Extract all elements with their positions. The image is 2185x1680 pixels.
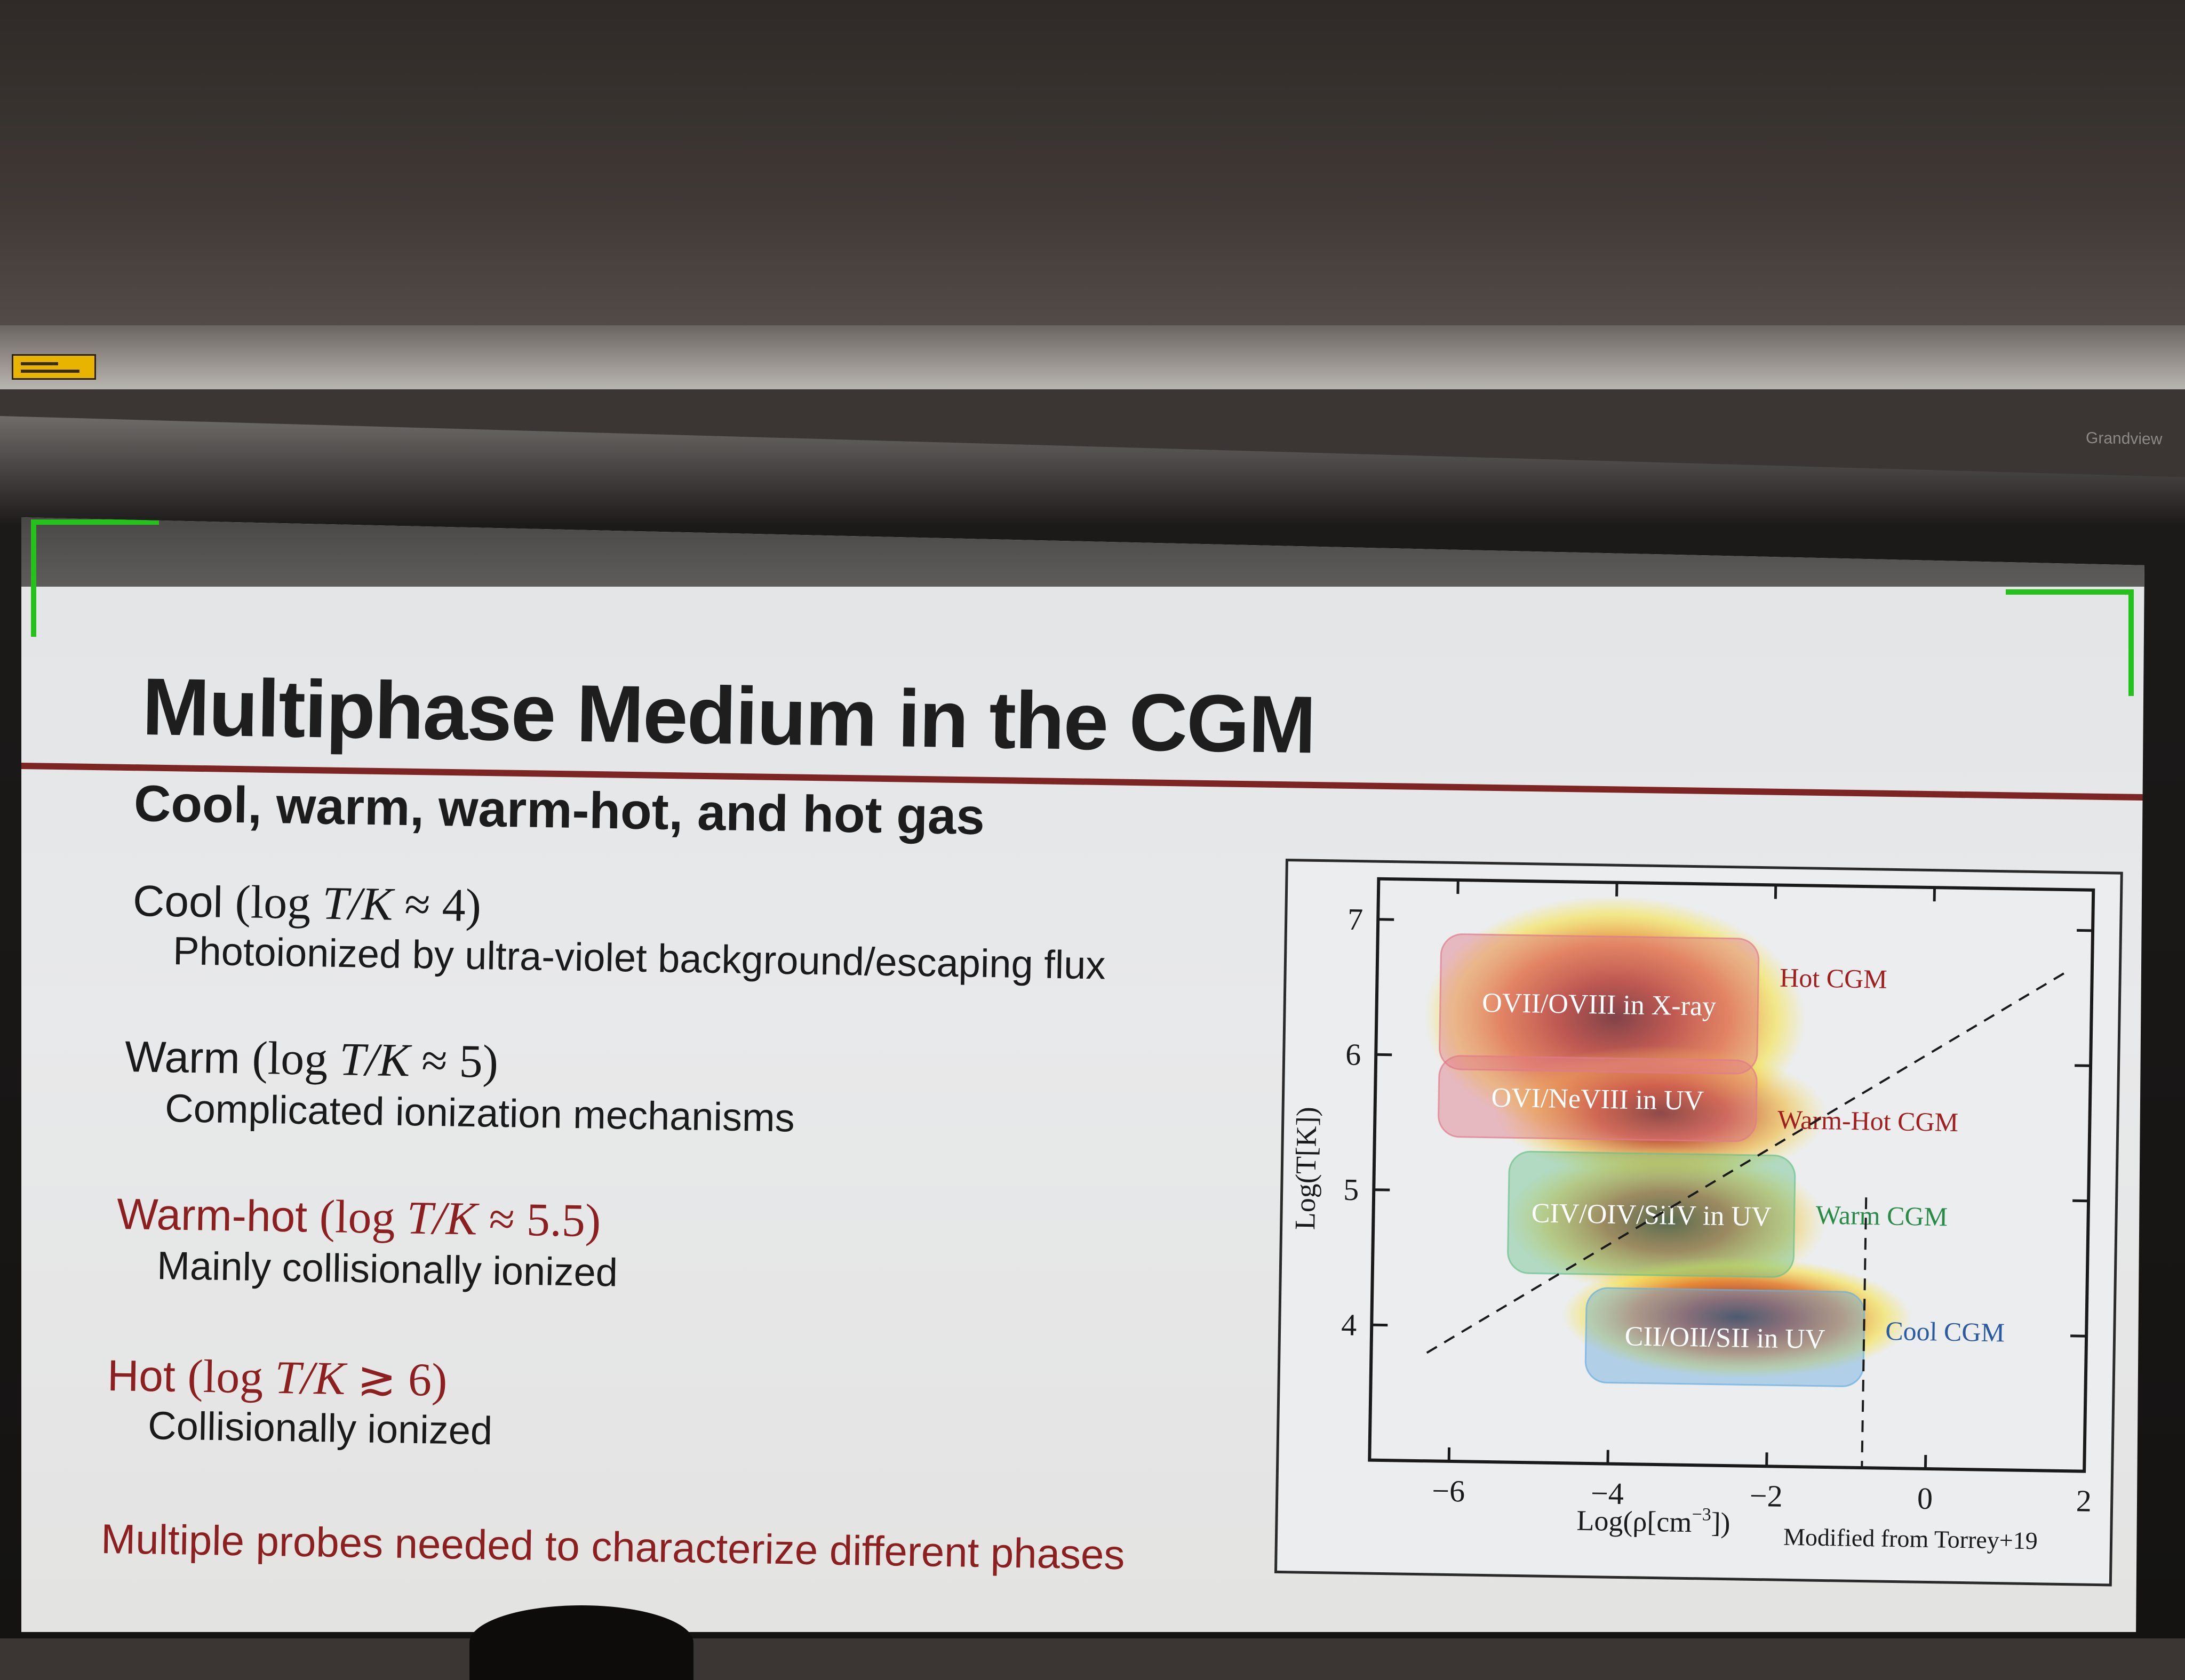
- bullet-warm-hot-heading: Warm-hot (log T/K ≈ 5.5): [116, 1187, 601, 1248]
- probe-regions: OVII/OVIII in X-ray Hot CGM OVI/NeVIII in …: [1434, 934, 2011, 1389]
- probe-region-label: OVII/OVIII in X-ray: [1482, 988, 1717, 1022]
- warning-sign: [12, 354, 96, 380]
- bullet-math: (log T/K ≈ 4): [235, 876, 482, 932]
- bullet-hot-detail: Collisionally ionized: [148, 1403, 493, 1453]
- x-tick-label: 0: [1917, 1481, 1933, 1516]
- x-tick-label: 2: [2076, 1483, 2092, 1518]
- bullet-label: Hot: [107, 1351, 176, 1401]
- bullet-warm-detail: Complicated ionization mechanisms: [165, 1085, 795, 1141]
- phase-label: Warm-Hot CGM: [1777, 1105, 1959, 1137]
- screen-brand-label: Grandview: [2086, 429, 2162, 449]
- bullet-math: (log T/K ≈ 5.5): [319, 1191, 601, 1247]
- bullet-label: Warm-hot: [116, 1190, 307, 1242]
- room-wall: [0, 0, 2185, 373]
- y-tick-label: 7: [1347, 902, 1363, 937]
- bullet-math: (log T/K ≈ 5): [252, 1033, 499, 1088]
- bullet-warm-heading: Warm (log T/K ≈ 5): [124, 1029, 498, 1089]
- bullet-hot-heading: Hot (log T/K ≳ 6): [107, 1347, 448, 1407]
- x-axis-label: Log(ρ[cm−3]): [1576, 1503, 1731, 1539]
- projector-screen-housing: [0, 325, 2185, 389]
- y-tick-label: 5: [1343, 1172, 1359, 1207]
- probe-region-label: CIV/OIV/SiIV in UV: [1531, 1198, 1772, 1232]
- probe-region-label: CII/OII/SII in UV: [1624, 1321, 1825, 1355]
- bullet-cool-detail: Photoionized by ultra-violet background/…: [173, 928, 1106, 988]
- probe-region-label: OVI/NeVIII in UV: [1491, 1083, 1704, 1116]
- phase-label: Warm CGM: [1815, 1199, 1948, 1231]
- x-tick-label: −2: [1749, 1478, 1783, 1514]
- bullet-cool-heading: Cool (log T/K ≈ 4): [132, 874, 481, 933]
- phase-diagram-svg: OVII/OVIII in X-ray Hot CGM OVI/NeVIII in …: [1277, 861, 2120, 1583]
- y-tick-label: 4: [1341, 1307, 1357, 1342]
- x-tick-label: −6: [1432, 1473, 1465, 1508]
- phase-label: Hot CGM: [1780, 963, 1887, 994]
- presentation-slide: Multiphase Medium in the CGM Cool, warm,…: [21, 517, 2144, 1632]
- bullet-label: Warm: [124, 1033, 240, 1083]
- audience-head: [469, 1605, 693, 1680]
- figure-credit: Modified from Torrey+19: [1783, 1523, 2038, 1555]
- bullet-label: Cool: [132, 877, 223, 927]
- phase-diagram-figure: OVII/OVIII in X-ray Hot CGM OVI/NeVIII in …: [1274, 859, 2123, 1586]
- y-tick-label: 6: [1345, 1037, 1361, 1071]
- phase-label: Cool CGM: [1885, 1316, 2005, 1348]
- y-axis-label: Log(T[K]): [1289, 1107, 1323, 1230]
- bullet-math: (log T/K ≳ 6): [187, 1350, 448, 1406]
- bullet-warm-hot-detail: Mainly collisionally ionized: [157, 1243, 618, 1295]
